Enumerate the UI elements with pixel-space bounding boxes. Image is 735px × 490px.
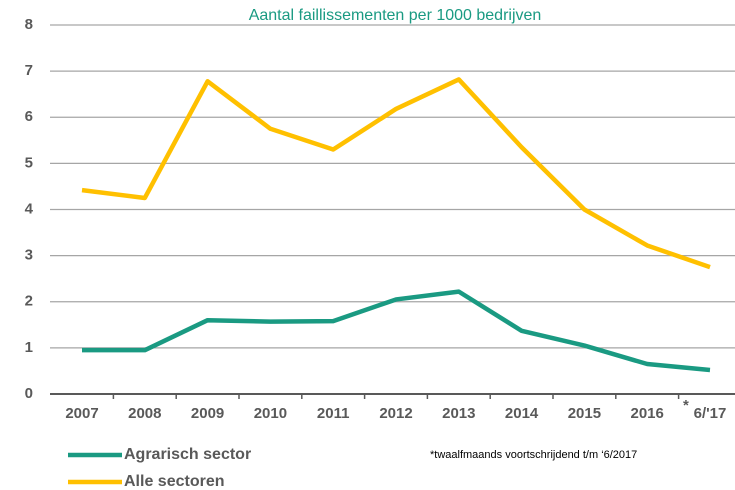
y-tick-label: 8 [25, 16, 33, 33]
x-tick-label: 2014 [505, 405, 539, 422]
y-tick-label: 5 [25, 154, 33, 171]
x-tick-label: 2016 [631, 405, 664, 422]
series-line [82, 289, 711, 373]
chart-title: Aantal faillissementen per 1000 bedrijve… [249, 7, 542, 24]
x-tick-label: 2007 [65, 405, 98, 422]
x-tick-label: 2012 [379, 405, 412, 422]
y-tick-label: 0 [25, 385, 33, 402]
y-tick-label: 1 [25, 339, 33, 356]
x-tick-label: 2009 [191, 405, 224, 422]
series-line [81, 77, 711, 270]
x-tick-label: 2008 [128, 405, 161, 422]
footnote: *twaalfmaands voortschrijdend t/m ‘6/201… [430, 449, 637, 461]
legend-label: Agrarisch sector [124, 446, 251, 463]
y-tick-label: 3 [25, 247, 33, 264]
y-tick-label: 7 [25, 62, 33, 79]
x-tick-label: 2010 [254, 405, 287, 422]
y-tick-label: 2 [25, 293, 33, 310]
footnote-marker: * [683, 397, 689, 414]
x-tick-label: 6/'17 [694, 405, 727, 422]
x-tick-label: 2013 [442, 405, 475, 422]
y-tick-label: 4 [25, 200, 34, 217]
x-tick-label: 2015 [568, 405, 601, 422]
y-tick-label: 6 [25, 108, 33, 125]
legend-label: Alle sectoren [124, 473, 224, 490]
x-tick-label: 2011 [317, 405, 350, 422]
